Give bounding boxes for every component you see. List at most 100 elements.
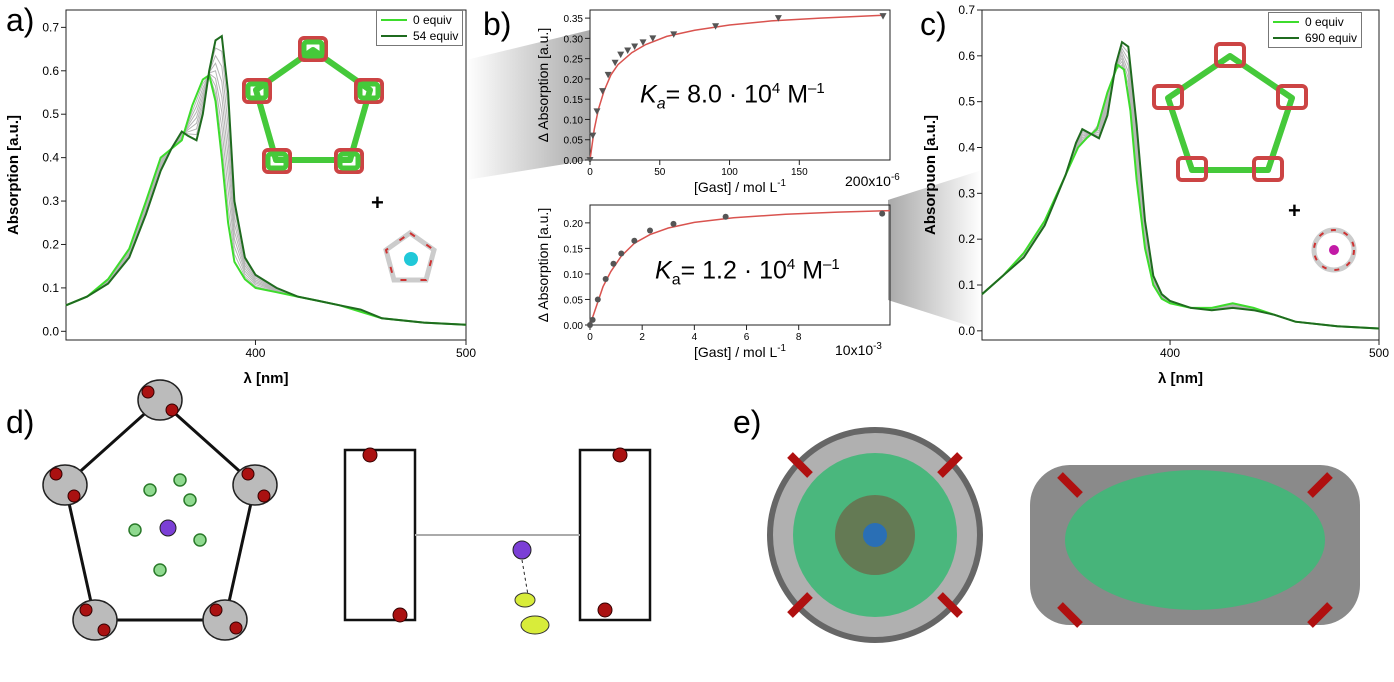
legend-c-label-0: 0 equiv [1305,15,1344,29]
x-tick-label: 400 [1160,346,1180,360]
panel-label-d: d) [6,404,35,440]
y-tick-label: 0.0 [42,324,59,338]
x-scale-note: 200x10-6 [845,172,900,189]
y-tick-label: 0.4 [958,141,975,155]
legend-a-swatch-0 [381,19,407,21]
x-tick-label: 100 [721,167,738,178]
data-point [639,39,647,46]
legend-a-label-1: 54 equiv [413,29,459,43]
x-tick-label: 150 [791,167,808,178]
x-scale-exp: -3 [873,341,882,352]
x-axis-label: λ [nm] [1158,370,1203,387]
y-tick-label: 0.7 [958,3,975,17]
ka-top-k: K [640,80,657,109]
plot-frame [589,204,891,326]
data-point [670,220,677,227]
crystal-top-view [42,379,278,641]
data-point [712,23,720,30]
y-tick-label: 0.20 [564,75,584,86]
data-point [879,210,886,217]
data-point [649,35,657,42]
ka-top-text: = 8.0 · 10 [665,80,772,109]
data-point [647,227,653,234]
data-point [589,316,596,323]
chart-b-bottom: 0.00 0.05 0.10 0.15 0.20 0 2 4 6 8 Δ Absorption [a… [535,204,891,360]
guest-ion-c [1329,245,1339,255]
legend-c-swatch-0 [1273,21,1299,23]
y-tick-label: 0.3 [958,186,975,200]
y-axis-label: Absorpuon [a.u.] [922,115,939,235]
legend-c-swatch-1 [1273,37,1299,39]
y-tick-label: 0.00 [564,156,584,167]
x-tick-label: 8 [796,332,802,343]
ka-top-exp: 4 [771,80,781,97]
data-point [604,71,612,79]
y-tick-label: 0.15 [564,244,584,255]
x-tick-label: 500 [456,346,476,360]
data-point [586,157,594,164]
plot-frame [65,9,467,341]
series-line-1 [65,34,467,326]
data-point [631,237,638,244]
y-axis-label: Δ Absorption [a.u.] [535,208,551,322]
macrocycle-structure-c [1152,42,1308,182]
y-tick-label: 0.2 [42,237,59,251]
y-tick-label: 0.35 [564,14,584,25]
ka-bottom-exp: 4 [786,256,796,273]
x-axis-label-exp: -1 [777,178,786,189]
x-tick-label: 0 [587,332,593,343]
x-tick-label: 500 [1369,346,1389,360]
data-point [587,322,593,328]
y-axis-label: Absorption [a.u.] [5,115,22,235]
crystal-structure-d [42,379,652,641]
y-tick-label: 0.10 [564,270,584,281]
y-tick-label: 0.25 [564,55,584,66]
data-point [722,213,729,220]
model-top-view [767,427,983,643]
plot-frame [981,9,1380,341]
data-point [631,43,639,50]
legend-a-swatch-1 [381,35,407,37]
y-tick-label: 0.5 [42,107,59,121]
x-axis-label: [Gast] / mol L-1 [694,178,786,195]
guest-ion-a [404,252,418,266]
y-tick-label: 0.0 [958,324,975,338]
y-tick-label: 0.7 [42,20,59,34]
y-tick-label: 0.30 [564,34,584,45]
y-tick-label: 0.05 [564,295,584,306]
y-tick-label: 0.00 [564,321,584,332]
chart-b-top: 0.00 0.05 0.10 0.15 0.20 0.25 0.30 0.35 0 50 100 15… [535,9,900,195]
y-tick-label: 0.05 [564,136,584,147]
data-point [593,108,601,115]
y-tick-label: 0.1 [958,278,975,292]
x-scale-exp: -6 [891,172,900,183]
data-point [624,47,632,55]
ka-bottom-k: K [655,256,672,285]
plot-frame [589,9,891,161]
legend-a: 0 equiv 54 equiv [376,10,464,46]
x-tick-label: 50 [654,167,666,178]
panel-label-e: e) [733,404,762,440]
guest-ring-c [1311,227,1357,273]
plus-sign-c: + [1288,198,1301,223]
x-scale-note: 10x10-3 [835,341,882,358]
chart-a: 0.0 0.1 0.2 0.3 0.4 0.5 0.6 0.7 400 500 Absorption… [5,9,476,387]
data-point [774,15,782,22]
ka-top: Ka= 8.0 · 104 M–1 [640,80,825,113]
crystal-side-view [343,447,652,635]
legend-c: 0 equiv 690 equiv [1268,12,1363,48]
zoom-wedge-left [466,30,590,180]
data-point [589,132,597,140]
data-point [611,59,619,67]
data-point [879,13,887,20]
data-point [618,250,625,257]
y-tick-label: 0.3 [42,194,59,208]
space-filling-model-e [767,427,1360,643]
y-tick-label: 0.4 [42,151,59,165]
y-tick-label: 0.6 [42,64,59,78]
panel-label-c: c) [920,6,947,42]
x-axis-label-exp: -1 [777,343,786,354]
plus-sign-a: + [371,190,384,215]
data-point [617,51,625,59]
ka-bottom-text: = 1.2 · 10 [680,256,787,285]
